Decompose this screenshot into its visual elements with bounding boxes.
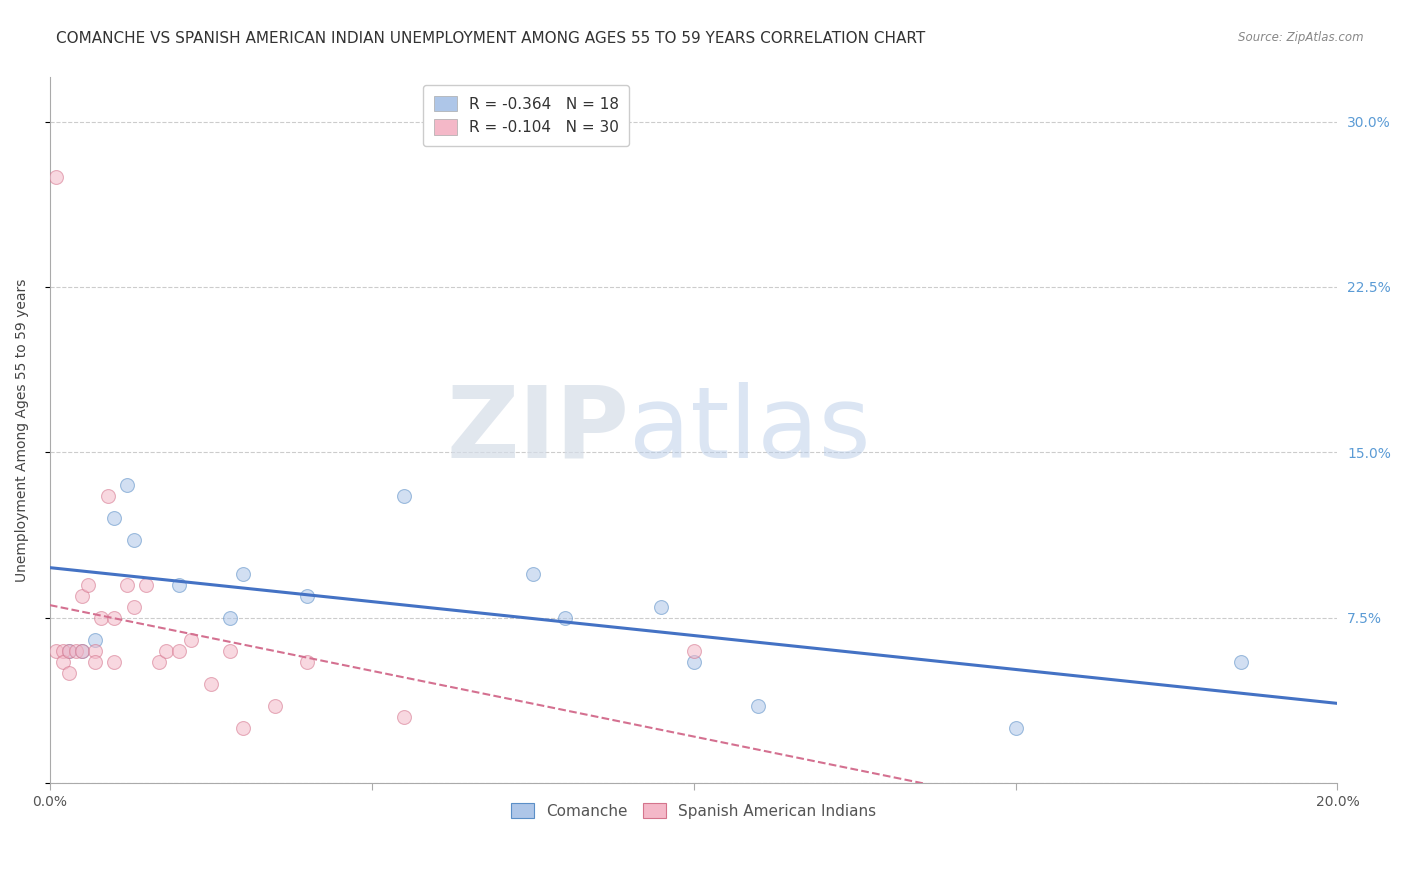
Point bbox=[90, 610, 112, 624]
Point bbox=[103, 511, 125, 525]
Point bbox=[1004, 721, 1026, 735]
Point bbox=[135, 577, 157, 591]
Point bbox=[70, 644, 93, 658]
Point bbox=[97, 489, 120, 503]
Point bbox=[70, 589, 93, 603]
Point bbox=[297, 589, 319, 603]
Point bbox=[650, 599, 672, 614]
Point bbox=[115, 577, 138, 591]
Point bbox=[297, 655, 319, 669]
Point bbox=[219, 610, 242, 624]
Point bbox=[65, 644, 87, 658]
Point bbox=[264, 698, 287, 713]
Point bbox=[52, 644, 75, 658]
Text: Source: ZipAtlas.com: Source: ZipAtlas.com bbox=[1239, 31, 1364, 45]
Point bbox=[122, 533, 145, 548]
Point bbox=[682, 644, 704, 658]
Point bbox=[148, 655, 170, 669]
Point bbox=[232, 566, 254, 581]
Point bbox=[155, 644, 177, 658]
Legend: Comanche, Spanish American Indians: Comanche, Spanish American Indians bbox=[505, 797, 883, 825]
Point bbox=[392, 489, 415, 503]
Point bbox=[200, 677, 222, 691]
Point bbox=[554, 610, 576, 624]
Point bbox=[70, 644, 93, 658]
Point bbox=[747, 698, 769, 713]
Text: COMANCHE VS SPANISH AMERICAN INDIAN UNEMPLOYMENT AMONG AGES 55 TO 59 YEARS CORRE: COMANCHE VS SPANISH AMERICAN INDIAN UNEM… bbox=[56, 31, 925, 46]
Point bbox=[58, 644, 80, 658]
Point bbox=[83, 655, 105, 669]
Point bbox=[103, 610, 125, 624]
Point bbox=[58, 644, 80, 658]
Point bbox=[103, 655, 125, 669]
Point bbox=[115, 478, 138, 492]
Text: atlas: atlas bbox=[630, 382, 870, 479]
Point bbox=[83, 632, 105, 647]
Point bbox=[167, 644, 190, 658]
Point bbox=[45, 644, 67, 658]
Point bbox=[45, 169, 67, 184]
Point bbox=[219, 644, 242, 658]
Point bbox=[52, 655, 75, 669]
Y-axis label: Unemployment Among Ages 55 to 59 years: Unemployment Among Ages 55 to 59 years bbox=[15, 278, 30, 582]
Point bbox=[77, 577, 100, 591]
Point bbox=[682, 655, 704, 669]
Point bbox=[522, 566, 544, 581]
Text: ZIP: ZIP bbox=[446, 382, 630, 479]
Point bbox=[122, 599, 145, 614]
Point bbox=[392, 710, 415, 724]
Point bbox=[1230, 655, 1253, 669]
Point bbox=[58, 665, 80, 680]
Point bbox=[83, 644, 105, 658]
Point bbox=[180, 632, 202, 647]
Point bbox=[167, 577, 190, 591]
Point bbox=[232, 721, 254, 735]
